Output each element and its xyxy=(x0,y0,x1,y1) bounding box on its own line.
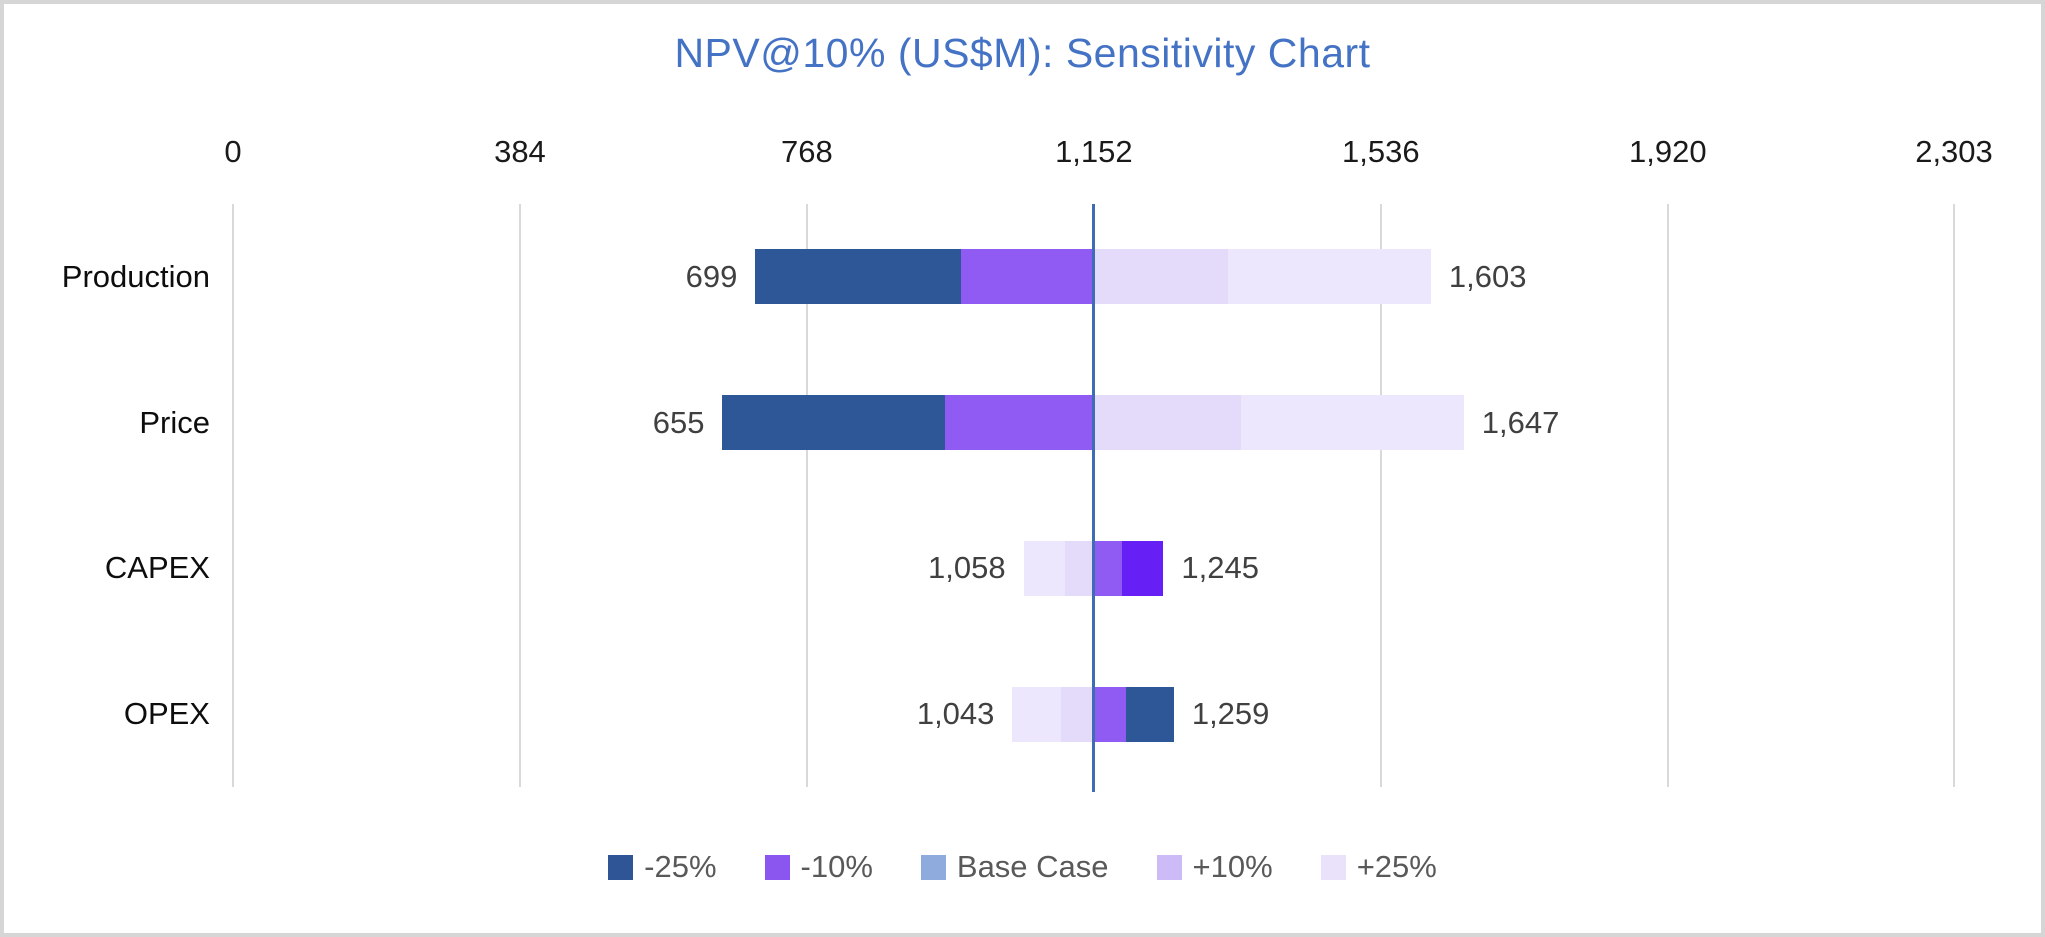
gridline-1536 xyxy=(1379,204,1382,787)
bar-min-label: 699 xyxy=(685,258,738,294)
x-tick-label-768: 768 xyxy=(781,134,833,169)
legend-swatch-base-case xyxy=(920,854,946,880)
bar-max-label: 1,647 xyxy=(1481,404,1560,440)
category-label-opex: OPEX xyxy=(123,696,210,732)
bar-segment-plus10 xyxy=(1060,686,1094,742)
legend-swatch-minus10 xyxy=(764,854,790,880)
bar-segment-minus10 xyxy=(1093,540,1122,596)
bar-segment-minus25 xyxy=(722,395,946,451)
bar-segment-plus10 xyxy=(1093,395,1242,451)
bar-segment-minus25 xyxy=(1126,686,1174,742)
x-tick-label-1920: 1,920 xyxy=(1628,134,1707,169)
gridline-384 xyxy=(518,204,521,787)
legend-label-plus10: +10% xyxy=(1192,849,1273,884)
legend-item-plus25: +25% xyxy=(1320,849,1437,885)
category-label-price: Price xyxy=(139,404,210,440)
category-label-capex: CAPEX xyxy=(104,550,210,586)
bar-segment-plus25 xyxy=(1012,686,1061,742)
legend-label-minus25: -25% xyxy=(644,849,717,884)
gridline-768 xyxy=(805,204,808,787)
bar-segment-plus25 xyxy=(1241,395,1464,451)
base-case-line xyxy=(1091,204,1095,792)
x-tick-label-384: 384 xyxy=(494,134,546,169)
legend-label-plus25: +25% xyxy=(1356,849,1437,884)
legend-item-plus10: +10% xyxy=(1156,849,1273,885)
bar-max-label: 1,603 xyxy=(1448,258,1527,294)
legend-item-minus25: -25% xyxy=(608,849,717,885)
gridline-1920 xyxy=(1666,204,1669,787)
gridline-0 xyxy=(232,204,234,787)
bar-segment-plus10 xyxy=(1093,249,1229,305)
legend: -25% -10% Base Case +10% +25% xyxy=(4,849,2041,885)
gridline-2303 xyxy=(1953,204,1955,787)
chart-title: NPV@10% (US$M): Sensitivity Chart xyxy=(674,30,1371,76)
bar-segment-plus10 xyxy=(1065,540,1094,596)
legend-item-minus10: -10% xyxy=(764,849,873,885)
bar-min-label: 1,043 xyxy=(916,696,995,732)
bar-segment-minus10 xyxy=(960,249,1094,305)
legend-swatch-plus25 xyxy=(1320,854,1346,880)
x-tick-label-2303: 2,303 xyxy=(1915,134,1993,169)
bar-segment-plus25 xyxy=(1228,249,1431,305)
category-label-production: Production xyxy=(61,258,210,294)
legend-swatch-plus10 xyxy=(1156,854,1182,880)
bar-segment-plus25 xyxy=(1023,540,1066,596)
x-tick-label-1152: 1,152 xyxy=(1055,134,1133,169)
bar-segment-minus10 xyxy=(945,395,1094,451)
bar-max-label: 1,245 xyxy=(1181,550,1259,586)
x-tick-label-1536: 1,536 xyxy=(1342,134,1420,169)
legend-label-minus10: -10% xyxy=(800,849,873,884)
legend-swatch-minus25 xyxy=(608,854,634,880)
bar-min-label: 1,058 xyxy=(928,550,1006,586)
bar-min-label: 655 xyxy=(652,404,705,440)
bar-segment-minus25 xyxy=(755,249,961,305)
bar-segment-minus25 xyxy=(1121,540,1164,596)
legend-label-base-case: Base Case xyxy=(956,849,1109,884)
bar-max-label: 1,259 xyxy=(1191,696,1270,732)
legend-item-base-case: Base Case xyxy=(920,849,1109,885)
bar-segment-minus10 xyxy=(1093,686,1126,742)
x-tick-label-0: 0 xyxy=(224,134,242,169)
